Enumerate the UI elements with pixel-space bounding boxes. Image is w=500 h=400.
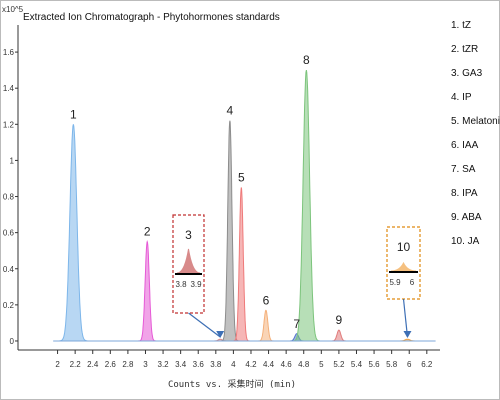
y-ticks: 0 0.2 0.4 0.6 0.8 1 1.2 1.4 1.6 bbox=[3, 48, 18, 346]
x-tick-label: 6.2 bbox=[421, 360, 433, 369]
legend-item-8: 8. IPA bbox=[451, 188, 478, 199]
peak-label-1: 1 bbox=[70, 107, 77, 121]
inset-label-3: 3 bbox=[185, 228, 192, 242]
x-axis-label: Counts vs. 采集时间 (min) bbox=[168, 378, 296, 390]
inset-peak-10 bbox=[390, 261, 417, 272]
x-tick-label: 3.8 bbox=[210, 360, 222, 369]
legend-item-7: 7. SA bbox=[451, 164, 476, 175]
legend-item-1: 1. tZ bbox=[451, 20, 472, 31]
x-tick-label: 2.8 bbox=[122, 360, 134, 369]
peak-label-7: 7 bbox=[293, 317, 300, 331]
peak-label-4: 4 bbox=[227, 104, 234, 118]
y-tick-label: 0.8 bbox=[3, 193, 15, 202]
y-tick-label: 0.6 bbox=[3, 229, 15, 238]
peak-label-5: 5 bbox=[238, 171, 245, 185]
inset-peak-3 bbox=[176, 248, 201, 274]
x-tick-label: 5.6 bbox=[369, 360, 381, 369]
x-tick-label: 5.8 bbox=[386, 360, 398, 369]
inset-tick-3: 3.9 bbox=[190, 280, 202, 289]
x-tick-label: 4.2 bbox=[245, 360, 257, 369]
x-tick-label: 5.4 bbox=[351, 360, 363, 369]
legend: 1. tZ 2. tZR 3. GA3 4. IP 5. Melatonin 6. IAA… bbox=[451, 14, 500, 254]
peak-8 bbox=[292, 69, 320, 342]
peak-label-2: 2 bbox=[144, 225, 151, 239]
y-tick-label: 1.2 bbox=[3, 120, 15, 129]
inset-arrow-head-3 bbox=[216, 330, 225, 338]
x-tick-label: 3.2 bbox=[158, 360, 170, 369]
inset-tick-10: 5.9 bbox=[389, 278, 401, 287]
y-tick-label: 0 bbox=[10, 337, 15, 346]
x-tick-label: 2.6 bbox=[105, 360, 117, 369]
legend-item-6: 6. IAA bbox=[451, 140, 479, 151]
x-tick-label: 6 bbox=[407, 360, 412, 369]
legend-item-3: 3. GA3 bbox=[451, 68, 483, 79]
insets-layer: 3 3.8 3.9 10 5.9 6 bbox=[172, 214, 421, 338]
legend-item-10: 10. JA bbox=[451, 236, 480, 247]
legend-item-9: 9. ABA bbox=[451, 212, 482, 223]
y-tick-label: 0.2 bbox=[3, 301, 15, 310]
y-tick-label: 1 bbox=[10, 156, 15, 165]
x-ticks: 2 2.2 2.4 2.6 2.8 3 3.2 3.4 3.6 3.8 4 4.2 4.4 4.6 4.8 5… bbox=[55, 350, 433, 369]
peak-labels: 1 2 4 5 6 7 8 9 bbox=[70, 53, 343, 331]
x-tick-label: 4.6 bbox=[281, 360, 293, 369]
x-tick-label: 5.2 bbox=[333, 360, 345, 369]
inset-tick-3: 3.8 bbox=[175, 280, 187, 289]
legend-item-2: 2. tZR bbox=[451, 44, 479, 55]
x-tick-label: 2 bbox=[55, 360, 60, 369]
inset-label-10: 10 bbox=[397, 240, 411, 254]
x-tick-label: 3.4 bbox=[175, 360, 187, 369]
y-tick-label: 0.4 bbox=[3, 265, 15, 274]
x-tick-label: 5 bbox=[319, 360, 324, 369]
y-tick-label: 1.4 bbox=[3, 84, 15, 93]
inset-arrow-head-10 bbox=[403, 330, 412, 338]
inset-tick-10: 6 bbox=[410, 278, 415, 287]
chart-title: Extracted Ion Chromatograph - Phytohormo… bbox=[23, 12, 280, 23]
x-tick-label: 2.2 bbox=[70, 360, 82, 369]
inset-arrow-3 bbox=[188, 312, 221, 338]
legend-item-4: 4. IP bbox=[451, 92, 472, 103]
peaks-layer bbox=[53, 69, 436, 342]
x-tick-label: 4.4 bbox=[263, 360, 275, 369]
peak-2 bbox=[138, 240, 157, 342]
x-tick-label: 4.8 bbox=[298, 360, 310, 369]
peak-6 bbox=[258, 309, 274, 342]
x-tick-label: 4 bbox=[231, 360, 236, 369]
inset-arrow-10 bbox=[402, 298, 409, 338]
legend-item-5: 5. Melatonin bbox=[451, 116, 500, 127]
peak-5 bbox=[233, 187, 250, 342]
peak-label-8: 8 bbox=[303, 53, 310, 67]
y-tick-label: 1.6 bbox=[3, 48, 15, 57]
x-tick-label: 2.4 bbox=[87, 360, 99, 369]
y-multiplier: x10^5 bbox=[2, 5, 24, 14]
peak-label-6: 6 bbox=[263, 293, 270, 307]
peak-1 bbox=[59, 124, 88, 342]
peak-label-9: 9 bbox=[336, 313, 343, 327]
x-tick-label: 3.6 bbox=[193, 360, 205, 369]
x-tick-label: 3 bbox=[143, 360, 148, 369]
